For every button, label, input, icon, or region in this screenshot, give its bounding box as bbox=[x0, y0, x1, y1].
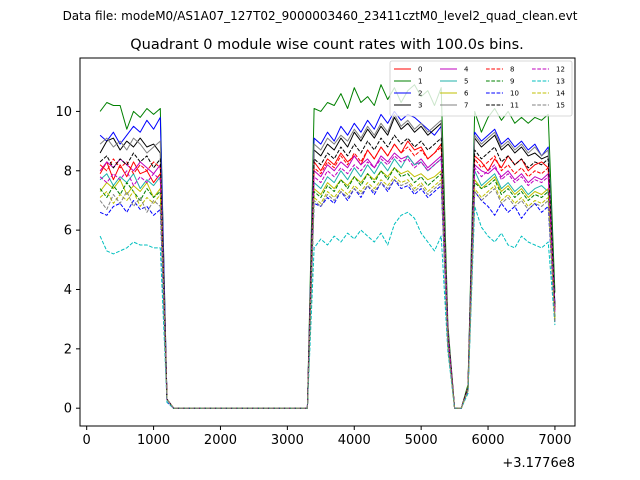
legend-label-1: 1 bbox=[418, 78, 422, 86]
y-axis: 0 2 4 6 8 10 bbox=[55, 105, 80, 417]
series-line-15 bbox=[99, 179, 556, 409]
x-tick-label: 7000 bbox=[538, 433, 571, 448]
x-offset-label: +3.1776e8 bbox=[502, 456, 575, 471]
x-tick-label: 2000 bbox=[204, 433, 237, 448]
legend-label-15: 15 bbox=[556, 102, 565, 110]
x-tick-label: 5000 bbox=[405, 433, 438, 448]
plot-frame bbox=[79, 57, 576, 427]
legend-label-0: 0 bbox=[418, 66, 422, 74]
legend-label-12: 12 bbox=[556, 66, 565, 74]
y-tick-label: 2 bbox=[64, 342, 72, 357]
x-tick-label: 3000 bbox=[271, 433, 304, 448]
legend-label-14: 14 bbox=[556, 90, 565, 98]
figure-suptitle: Data file: modeM0/AS1A07_127T02_90000034… bbox=[63, 9, 578, 23]
x-tick-label: 0 bbox=[83, 433, 91, 448]
series-line-11 bbox=[99, 134, 556, 409]
x-tick-label: 6000 bbox=[471, 433, 504, 448]
x-tick-label: 4000 bbox=[338, 433, 371, 448]
y-tick-label: 4 bbox=[64, 283, 72, 298]
legend-label-7: 7 bbox=[464, 102, 468, 110]
x-tick-label: 1000 bbox=[137, 433, 170, 448]
legend-label-5: 5 bbox=[464, 78, 468, 86]
legend-box bbox=[389, 60, 573, 117]
legend-label-6: 6 bbox=[464, 90, 469, 98]
legend-label-2: 2 bbox=[418, 90, 422, 98]
legend-label-13: 13 bbox=[556, 78, 565, 86]
legend-label-10: 10 bbox=[510, 90, 519, 98]
y-tick-label: 6 bbox=[64, 224, 72, 239]
series-layer bbox=[99, 84, 556, 409]
legend-label-8: 8 bbox=[510, 66, 514, 74]
legend-label-4: 4 bbox=[464, 66, 469, 74]
y-tick-label: 8 bbox=[64, 164, 72, 179]
legend-label-9: 9 bbox=[510, 78, 514, 86]
chart-title: Quadrant 0 module wise count rates with … bbox=[130, 37, 524, 53]
x-axis: 0 1000 2000 3000 4000 5000 6000 7000 bbox=[83, 426, 571, 448]
y-tick-label: 0 bbox=[64, 402, 72, 417]
legend-label-11: 11 bbox=[510, 102, 519, 110]
legend-label-3: 3 bbox=[418, 102, 422, 110]
y-tick-label: 10 bbox=[55, 105, 72, 120]
